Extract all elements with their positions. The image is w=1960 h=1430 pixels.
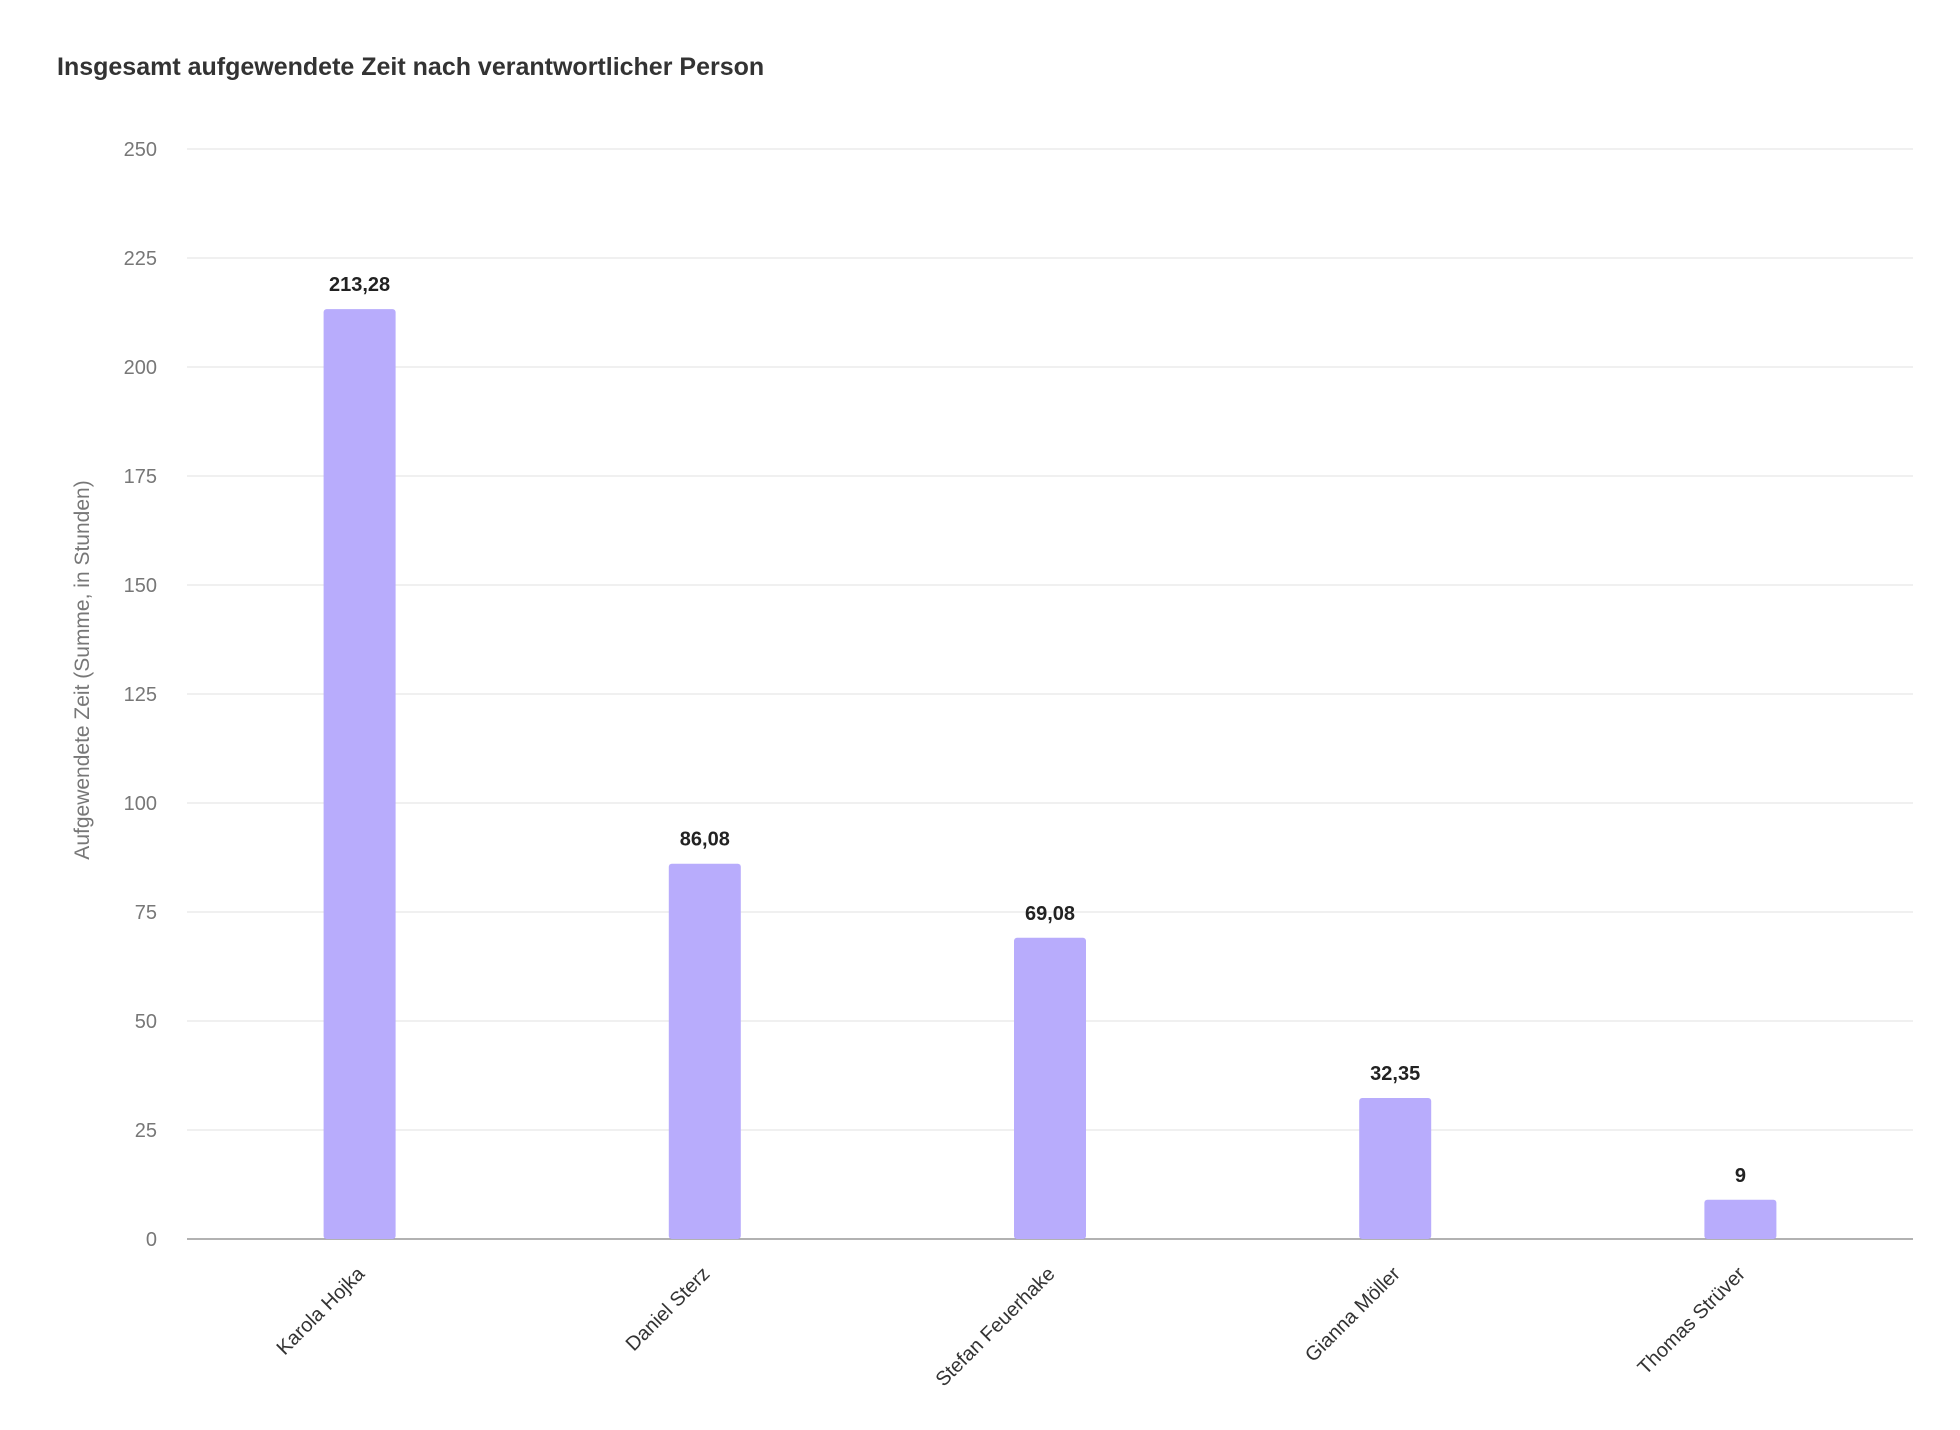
y-tick-label: 75 (135, 902, 157, 924)
x-tick-label: Daniel Sterz (622, 1263, 715, 1356)
y-tick-label: 25 (135, 1120, 157, 1142)
data-label: 213,28 (329, 274, 390, 296)
x-tick-label: Gianna Möller (1301, 1263, 1405, 1367)
x-tick-label: Thomas Strüver (1634, 1263, 1750, 1379)
y-tick-label: 150 (124, 575, 157, 597)
bar[interactable] (1014, 937, 1086, 1239)
x-tick-label: Karola Hojka (273, 1262, 370, 1359)
y-tick-label: 0 (146, 1229, 157, 1251)
chart-title: Insgesamt aufgewendete Zeit nach verantw… (57, 53, 764, 81)
data-label: 86,08 (680, 829, 730, 851)
bar[interactable] (1359, 1097, 1432, 1239)
y-axis-label: Aufgewendete Zeit (Summe, in Stunden) (71, 480, 94, 859)
x-tick-label: Stefan Feuerhake (932, 1263, 1060, 1391)
data-label: 9 (1735, 1165, 1746, 1187)
data-label: 32,35 (1370, 1063, 1420, 1085)
y-tick-label: 50 (135, 1011, 157, 1033)
y-tick-label: 175 (124, 466, 157, 488)
y-tick-label: 125 (124, 684, 157, 706)
y-tick-label: 250 (124, 139, 157, 161)
bar[interactable] (1704, 1199, 1777, 1239)
data-label: 69,08 (1025, 903, 1075, 925)
y-tick-label: 100 (124, 793, 157, 815)
bar[interactable] (323, 309, 396, 1239)
bar[interactable] (668, 863, 741, 1239)
y-tick-label: 225 (124, 248, 157, 270)
y-tick-label: 200 (124, 357, 157, 379)
